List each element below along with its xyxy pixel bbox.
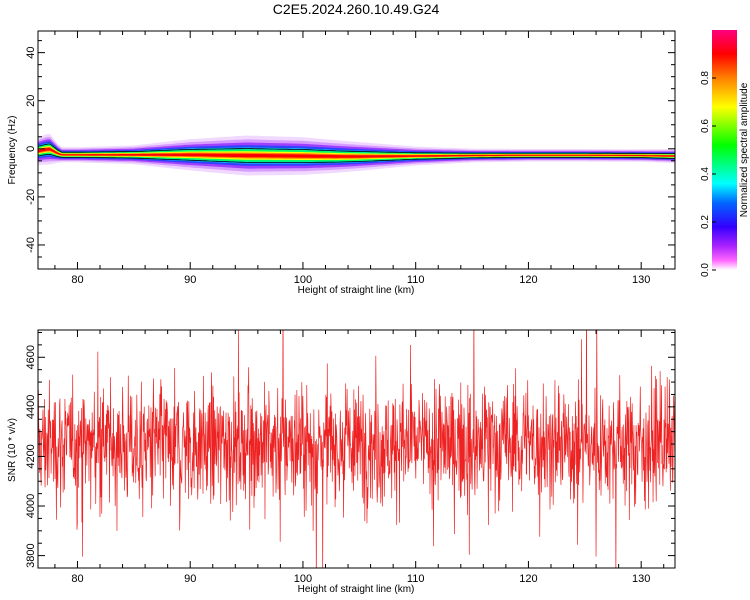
snr-xlabel: Height of straight line (km): [298, 584, 415, 595]
colorbar-tick-label: 0.0: [700, 263, 711, 277]
snr-x-tick-label: 130: [632, 573, 650, 585]
spectrogram-xlabel: Height of straight line (km): [298, 285, 415, 296]
spectrogram-axis-ticks: 80 90 100 110 120 130 -40 -20 0 20 40: [25, 31, 675, 286]
snr-y-tick-label: 4400: [25, 395, 37, 419]
colorbar-gradient: [712, 30, 737, 270]
heatmap-band-8: [38, 147, 675, 158]
colorbar-label: Normalized spectral amplitude: [739, 82, 750, 217]
snr-y-tick-label: 3800: [25, 543, 37, 567]
snr-y-tick-label: 4000: [25, 494, 37, 518]
snr-y-tick-label: 4600: [25, 345, 37, 369]
snr-x-tick-label: 80: [71, 573, 83, 585]
spectrogram-x-tick-label: 130: [632, 274, 650, 286]
spectrogram-y-tick-label: 0: [25, 146, 37, 152]
snr-axis-ticks: 80 90 100 110 120 130 3800 4000 4200 4400 4600: [25, 330, 675, 585]
heatmap-edge-down: [38, 153, 675, 163]
spectrogram-y-tick-label: 20: [25, 95, 37, 107]
spectrogram-x-tick-label: 110: [407, 274, 425, 286]
spectrogram-x-tick-label: 90: [184, 274, 196, 286]
snr-panel: 80 90 100 110 120 130 3800 4000 4200 4400 4600 Hei…: [7, 329, 676, 595]
colorbar-tick-label: 0.4: [700, 167, 711, 181]
colorbar: 0.0 0.2 0.4 0.6 0.8 Normalized spectral ampl…: [700, 30, 750, 277]
spectrogram-ylabel: Frequency (Hz): [7, 116, 18, 185]
snr-y-tick-label: 4200: [25, 444, 37, 468]
snr-x-tick-label: 110: [407, 573, 425, 585]
snr-x-tick-label: 100: [294, 573, 312, 585]
colorbar-tick-label: 0.8: [700, 71, 711, 85]
snr-frame: [37, 329, 676, 569]
snr-series-line: [38, 330, 675, 568]
snr-x-tick-label: 90: [184, 573, 196, 585]
colorbar-ticks: 0.0 0.2 0.4 0.6 0.8: [700, 71, 716, 277]
colorbar-tick-label: 0.2: [700, 215, 711, 229]
figure-title: C2E5.2024.260.10.49.G24: [273, 1, 440, 17]
heatmap-edge-up: [38, 143, 675, 155]
spectrogram-heatmap: [38, 134, 675, 176]
snr-ylabel: SNR (10 * v/v): [7, 418, 18, 482]
spectrogram-y-tick-label: -40: [25, 237, 37, 253]
spectrogram-frame: [37, 30, 676, 270]
snr-x-tick-label: 120: [519, 573, 537, 585]
spectrogram-x-tick-label: 100: [294, 274, 312, 286]
colorbar-tick-label: 0.6: [700, 119, 711, 133]
spectrogram-x-tick-label: 120: [519, 274, 537, 286]
spectrogram-y-tick-label: 40: [25, 47, 37, 59]
spectrogram-x-tick-label: 80: [71, 274, 83, 286]
spectrogram-panel: 80 90 100 110 120 130 -40 -20 0 20 40 Height of st…: [7, 30, 676, 296]
spectrogram-y-tick-label: -20: [25, 189, 37, 205]
